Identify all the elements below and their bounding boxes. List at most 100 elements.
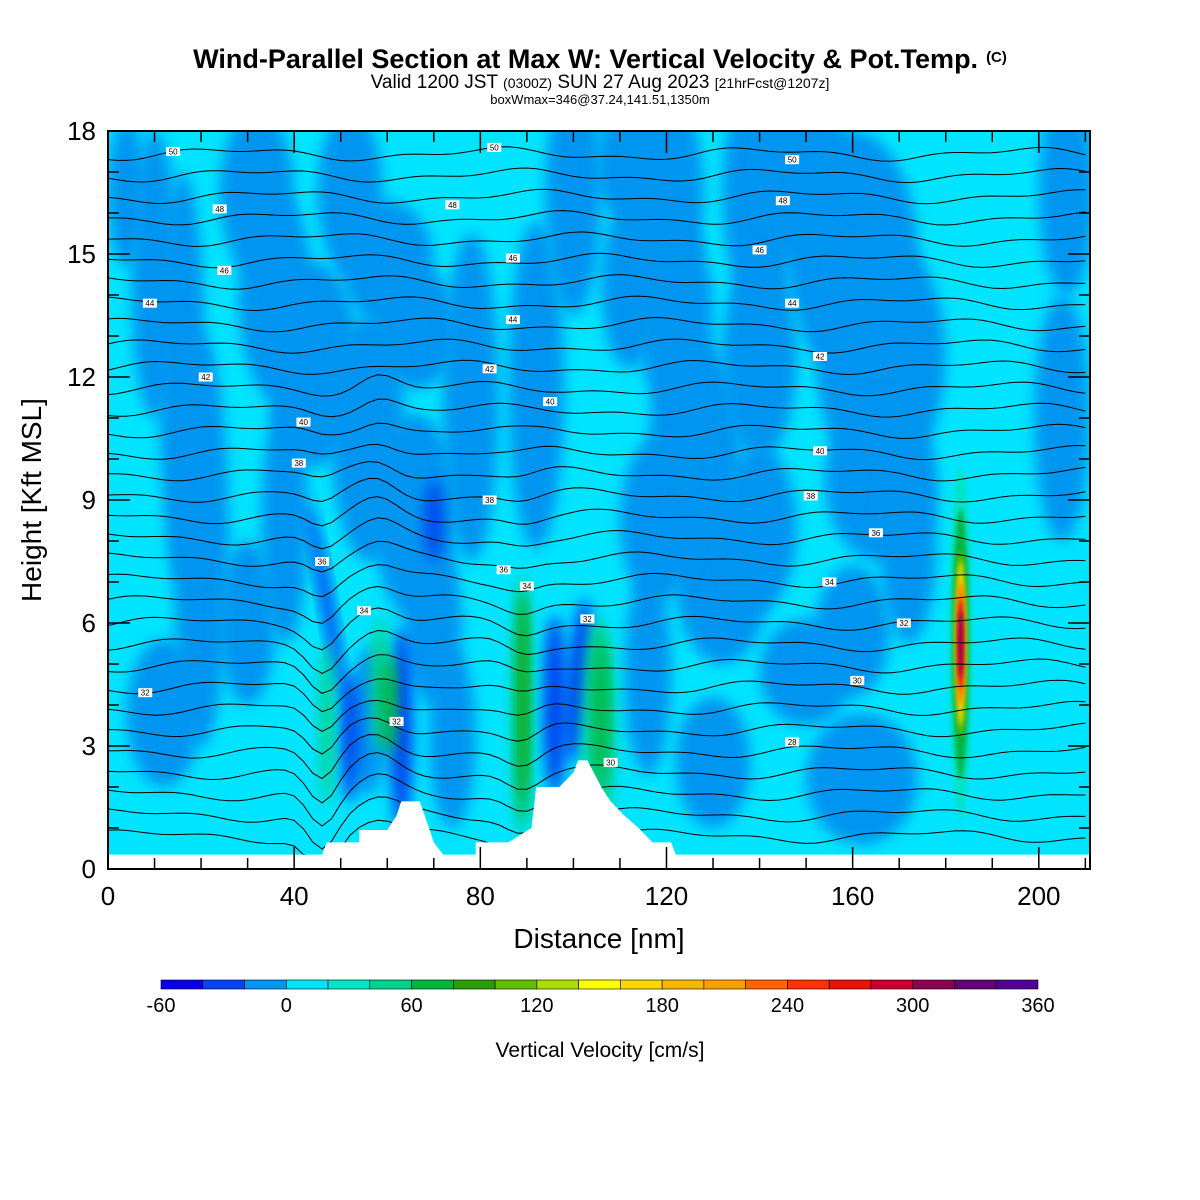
contour-label-bg: [217, 265, 232, 275]
colorbar-tick-label: 240: [771, 995, 804, 1017]
theta-contour-line: [108, 564, 1086, 598]
contour-label-bg: [543, 397, 558, 407]
theta-contour-line: [108, 338, 1086, 354]
velocity-blob: [542, 614, 567, 796]
colorbar-swatch: [494, 979, 538, 990]
x-tick-label: 200: [1017, 881, 1060, 911]
velocity-blob: [126, 639, 202, 787]
colorbar-title: Vertical Velocity [cm/s]: [496, 1039, 705, 1062]
theta-contour-line: [108, 496, 1086, 527]
velocity-blob: [520, 598, 527, 796]
contour-label-bg: [603, 757, 618, 767]
contour-label-bg: [356, 606, 371, 616]
contour-label: 32: [141, 689, 150, 698]
theta-contour-line: [108, 146, 1086, 162]
y-tick-label: 3: [82, 731, 96, 761]
contour-label-bg: [315, 557, 330, 566]
contour-label: 44: [508, 316, 517, 325]
theta-contour-line: [108, 678, 1086, 713]
theta-contour-line: [108, 359, 1086, 375]
colorbar-swatch: [661, 979, 705, 990]
theta-contour-line: [108, 167, 1086, 184]
colorbar-tick-label: 180: [645, 995, 678, 1017]
theta-contour-line: [108, 210, 1086, 226]
contour-label-bg: [785, 155, 800, 165]
colorbar-swatch: [160, 979, 204, 990]
x-axis-title: Distance [nm]: [513, 923, 684, 954]
chart-title-text: Wind-Parallel Section at Max W: Vertical…: [193, 44, 979, 74]
forecast-info: [21hrFcst@1207z]: [714, 75, 830, 91]
contour-labels: 50 50 50 48 48 48 46 46 46 44 44 44 42 42 42 40 40 40 38 38…: [138, 142, 911, 767]
colorbar-swatch: [703, 979, 746, 990]
velocity-blob: [1038, 131, 1090, 295]
velocity-blob: [722, 446, 797, 611]
contour-label: 32: [899, 619, 908, 628]
contour-label-bg: [580, 614, 595, 624]
x-tick-label: 80: [466, 881, 495, 911]
colorbar-labels: -60 0 60 120 180 240 300 360: [147, 995, 1055, 1017]
theta-contour-line: [108, 295, 1086, 312]
contour-label-bg: [482, 364, 497, 374]
contour-label: 44: [145, 299, 154, 308]
colorbar-swatch: [244, 979, 287, 990]
contour-label-bg: [505, 253, 520, 263]
x-tick-label: 120: [645, 881, 688, 911]
theta-contour-line: [108, 274, 1086, 290]
velocity-blob: [619, 438, 695, 603]
contour-label: 34: [360, 607, 369, 616]
colorbar-swatch: [453, 979, 496, 990]
contour-label: 42: [485, 365, 494, 374]
contour-label-bg: [813, 352, 828, 361]
y-tick-label: 18: [67, 116, 96, 146]
contour-label-bg: [389, 716, 404, 726]
plot-area: 50 50 50 48 48 48 46 46 46 44 44 44 42 42 42 40 40 40 38 38…: [108, 131, 1090, 869]
theta-contour-line: [108, 717, 1086, 755]
contour-label: 50: [788, 156, 797, 165]
valid-time-zulu: (0300Z): [503, 75, 553, 91]
colorbar-tick-label: 360: [1021, 995, 1054, 1017]
contour-label: 50: [490, 143, 499, 152]
contour-label-bg: [803, 491, 818, 501]
contour-label-bg: [142, 298, 157, 308]
contour-label-bg: [487, 142, 502, 152]
contour-label: 36: [318, 558, 327, 567]
velocity-blob: [675, 696, 751, 829]
velocity-blob: [340, 672, 360, 804]
theta-contour-line: [108, 699, 1086, 732]
contour-label-bg: [775, 196, 790, 206]
box-wmax-info: boxWmax=346@37.24,141.51,1350m: [490, 92, 710, 107]
colorbar-swatch: [995, 979, 1039, 990]
contour-label-bg: [822, 577, 837, 587]
theta-contour-line: [108, 585, 1086, 624]
contour-label-bg: [519, 581, 534, 591]
theta-contour-line: [108, 398, 1086, 418]
valid-date: SUN 27 Aug 2023: [557, 72, 710, 93]
contour-label: 46: [755, 246, 764, 255]
colorbar-swatch: [369, 979, 412, 990]
contour-label: 32: [583, 615, 592, 624]
y-tick-label: 9: [82, 485, 96, 515]
axis-ticks: [107, 130, 1090, 870]
chart-title: Wind-Parallel Section at Max W: Vertical…: [0, 42, 1200, 75]
valid-time-prefix: Valid 1200 JST: [370, 72, 498, 93]
contour-label: 34: [522, 582, 531, 591]
contour-label-bg: [445, 200, 460, 210]
contour-label: 42: [201, 373, 210, 382]
updraft-core: [958, 610, 963, 677]
colorbar-swatch: [327, 979, 371, 990]
velocity-blob: [443, 233, 499, 562]
x-tick-label: 0: [101, 881, 115, 911]
colorbar-swatch: [202, 979, 245, 990]
contour-label: 34: [825, 578, 834, 587]
terrain-mask: [108, 760, 1090, 869]
theta-contour-line: [108, 477, 1086, 503]
contour-label: 38: [485, 496, 494, 505]
theta-contour-line: [108, 460, 1086, 482]
theta-contour-line: [108, 422, 1086, 439]
theta-contour-line: [108, 752, 1086, 804]
colorbar-swatch: [411, 979, 454, 990]
contour-label-bg: [496, 565, 511, 575]
colorbar-swatch: [787, 979, 830, 990]
colorbar-tick-label: 300: [896, 995, 929, 1017]
